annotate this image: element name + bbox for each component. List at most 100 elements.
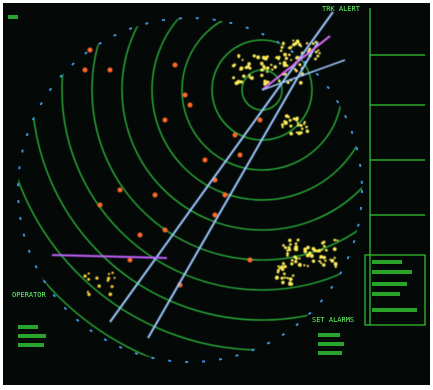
contact	[187, 102, 193, 108]
return	[281, 126, 284, 129]
return	[281, 262, 285, 266]
return	[283, 72, 287, 76]
return	[283, 120, 287, 123]
return	[321, 248, 324, 251]
return	[322, 244, 326, 248]
return	[305, 125, 308, 129]
return	[295, 69, 298, 73]
return	[294, 247, 299, 252]
return	[292, 117, 296, 121]
return	[334, 265, 337, 269]
track-line	[261, 59, 346, 91]
return	[283, 272, 286, 276]
return	[288, 277, 293, 282]
return	[329, 258, 332, 261]
return	[108, 292, 113, 297]
contact	[237, 152, 243, 158]
return	[286, 80, 290, 84]
return	[110, 285, 114, 289]
return	[282, 63, 287, 68]
return	[239, 67, 243, 71]
return	[288, 248, 292, 252]
return	[311, 259, 316, 263]
return	[314, 50, 318, 54]
return	[241, 58, 244, 61]
return	[111, 271, 114, 275]
return	[239, 80, 244, 84]
return	[86, 290, 90, 294]
return	[332, 247, 337, 251]
return	[290, 258, 294, 262]
return	[318, 52, 321, 55]
return	[336, 239, 339, 242]
return	[333, 256, 336, 260]
contact	[212, 212, 218, 218]
return	[263, 79, 267, 83]
return	[287, 46, 290, 49]
return	[297, 131, 302, 136]
contact	[182, 92, 188, 98]
return	[299, 123, 303, 128]
return	[97, 284, 101, 288]
return	[293, 255, 297, 259]
return	[237, 55, 240, 59]
return	[290, 262, 294, 266]
return	[277, 57, 280, 61]
return	[106, 279, 110, 282]
return	[311, 247, 316, 251]
return	[273, 65, 277, 69]
status-label: SET ALARMS	[312, 316, 354, 324]
return	[284, 114, 289, 118]
return	[297, 262, 302, 267]
return	[296, 121, 299, 125]
return	[256, 55, 261, 60]
return	[306, 264, 309, 268]
return	[106, 276, 111, 281]
return	[292, 39, 295, 42]
return	[237, 81, 240, 85]
return	[294, 260, 298, 264]
return	[95, 276, 99, 280]
return	[248, 74, 251, 77]
return	[278, 62, 282, 65]
return	[270, 63, 273, 67]
return	[298, 257, 301, 260]
return	[289, 124, 293, 128]
return	[311, 42, 315, 45]
return	[289, 243, 292, 246]
return	[280, 276, 284, 280]
return	[262, 64, 266, 68]
contact	[82, 67, 88, 73]
panel-readouts	[8, 15, 417, 355]
return	[265, 55, 269, 59]
return	[284, 246, 288, 250]
return	[300, 127, 304, 131]
return	[333, 238, 337, 242]
return	[283, 276, 287, 279]
scope-edge	[17, 17, 363, 363]
return	[289, 45, 293, 49]
radar-returns	[82, 39, 339, 297]
return	[107, 272, 111, 276]
return	[291, 274, 295, 277]
return	[298, 80, 303, 85]
return	[263, 82, 267, 86]
return	[324, 248, 328, 252]
range-ring	[121, 18, 362, 231]
return	[288, 118, 292, 122]
return	[319, 256, 322, 259]
range-ring	[91, 18, 362, 261]
contact	[247, 257, 253, 263]
track-lines	[51, 11, 346, 339]
return	[274, 275, 279, 280]
range-ring	[151, 18, 362, 201]
return	[309, 253, 314, 258]
return	[282, 244, 285, 247]
return	[246, 65, 250, 69]
contact	[152, 192, 158, 198]
contact	[137, 232, 143, 238]
return	[281, 280, 285, 285]
return	[292, 42, 296, 47]
